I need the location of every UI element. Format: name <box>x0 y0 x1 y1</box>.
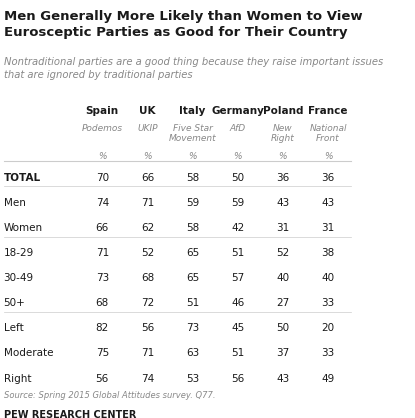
Text: Italy: Italy <box>179 106 206 116</box>
Text: %: % <box>143 152 151 161</box>
Text: Moderate: Moderate <box>4 349 53 358</box>
Text: 56: 56 <box>95 374 109 384</box>
Text: 68: 68 <box>95 298 109 308</box>
Text: Men: Men <box>4 198 25 208</box>
Text: 36: 36 <box>276 173 290 183</box>
Text: Germany: Germany <box>211 106 264 116</box>
Text: 75: 75 <box>95 349 109 358</box>
Text: 18-29: 18-29 <box>4 248 34 258</box>
Text: 50: 50 <box>276 323 289 333</box>
Text: 56: 56 <box>141 323 154 333</box>
Text: 52: 52 <box>141 248 154 258</box>
Text: Source: Spring 2015 Global Attitudes survey. Q77.: Source: Spring 2015 Global Attitudes sur… <box>4 391 215 400</box>
Text: Five Star
Movement: Five Star Movement <box>169 124 216 143</box>
Text: 33: 33 <box>321 298 334 308</box>
Text: 82: 82 <box>95 323 109 333</box>
Text: 62: 62 <box>141 223 154 233</box>
Text: UK: UK <box>139 106 156 116</box>
Text: 71: 71 <box>141 198 154 208</box>
Text: 68: 68 <box>141 273 154 283</box>
Text: 59: 59 <box>186 198 199 208</box>
Text: 51: 51 <box>231 248 244 258</box>
Text: 56: 56 <box>231 374 244 384</box>
Text: 63: 63 <box>186 349 199 358</box>
Text: 31: 31 <box>321 223 334 233</box>
Text: 30-49: 30-49 <box>4 273 34 283</box>
Text: 57: 57 <box>231 273 244 283</box>
Text: 66: 66 <box>95 223 109 233</box>
Text: Nontraditional parties are a good thing because they raise important issues
that: Nontraditional parties are a good thing … <box>4 56 383 80</box>
Text: New
Right: New Right <box>271 124 295 143</box>
Text: 50+: 50+ <box>4 298 25 308</box>
Text: Men Generally More Likely than Women to View
Eurosceptic Parties as Good for The: Men Generally More Likely than Women to … <box>4 10 362 39</box>
Text: %: % <box>234 152 242 161</box>
Text: 46: 46 <box>231 298 244 308</box>
Text: 20: 20 <box>322 323 334 333</box>
Text: 66: 66 <box>141 173 154 183</box>
Text: 53: 53 <box>186 374 199 384</box>
Text: 51: 51 <box>186 298 199 308</box>
Text: 58: 58 <box>186 173 199 183</box>
Text: 74: 74 <box>95 198 109 208</box>
Text: %: % <box>278 152 287 161</box>
Text: 43: 43 <box>276 374 290 384</box>
Text: France: France <box>308 106 348 116</box>
Text: 73: 73 <box>95 273 109 283</box>
Text: Podemos: Podemos <box>82 124 123 133</box>
Text: 65: 65 <box>186 273 199 283</box>
Text: 43: 43 <box>321 198 334 208</box>
Text: 51: 51 <box>231 349 244 358</box>
Text: 52: 52 <box>276 248 290 258</box>
Text: 42: 42 <box>231 223 244 233</box>
Text: Right: Right <box>4 374 31 384</box>
Text: 65: 65 <box>186 248 199 258</box>
Text: UKIP: UKIP <box>137 124 158 133</box>
Text: 59: 59 <box>231 198 244 208</box>
Text: 50: 50 <box>231 173 244 183</box>
Text: AfD: AfD <box>229 124 246 133</box>
Text: Poland: Poland <box>263 106 303 116</box>
Text: %: % <box>188 152 197 161</box>
Text: 74: 74 <box>141 374 154 384</box>
Text: 71: 71 <box>95 248 109 258</box>
Text: 49: 49 <box>321 374 334 384</box>
Text: 71: 71 <box>141 349 154 358</box>
Text: TOTAL: TOTAL <box>4 173 41 183</box>
Text: 33: 33 <box>321 349 334 358</box>
Text: 40: 40 <box>276 273 289 283</box>
Text: 70: 70 <box>96 173 109 183</box>
Text: 36: 36 <box>321 173 334 183</box>
Text: 73: 73 <box>186 323 199 333</box>
Text: 27: 27 <box>276 298 290 308</box>
Text: %: % <box>324 152 332 161</box>
Text: Spain: Spain <box>86 106 119 116</box>
Text: National
Front: National Front <box>309 124 347 143</box>
Text: 45: 45 <box>231 323 244 333</box>
Text: 37: 37 <box>276 349 290 358</box>
Text: 72: 72 <box>141 298 154 308</box>
Text: 58: 58 <box>186 223 199 233</box>
Text: 40: 40 <box>322 273 334 283</box>
Text: Left: Left <box>4 323 23 333</box>
Text: %: % <box>98 152 107 161</box>
Text: 31: 31 <box>276 223 290 233</box>
Text: 43: 43 <box>276 198 290 208</box>
Text: PEW RESEARCH CENTER: PEW RESEARCH CENTER <box>4 410 136 418</box>
Text: 38: 38 <box>321 248 334 258</box>
Text: Women: Women <box>4 223 43 233</box>
